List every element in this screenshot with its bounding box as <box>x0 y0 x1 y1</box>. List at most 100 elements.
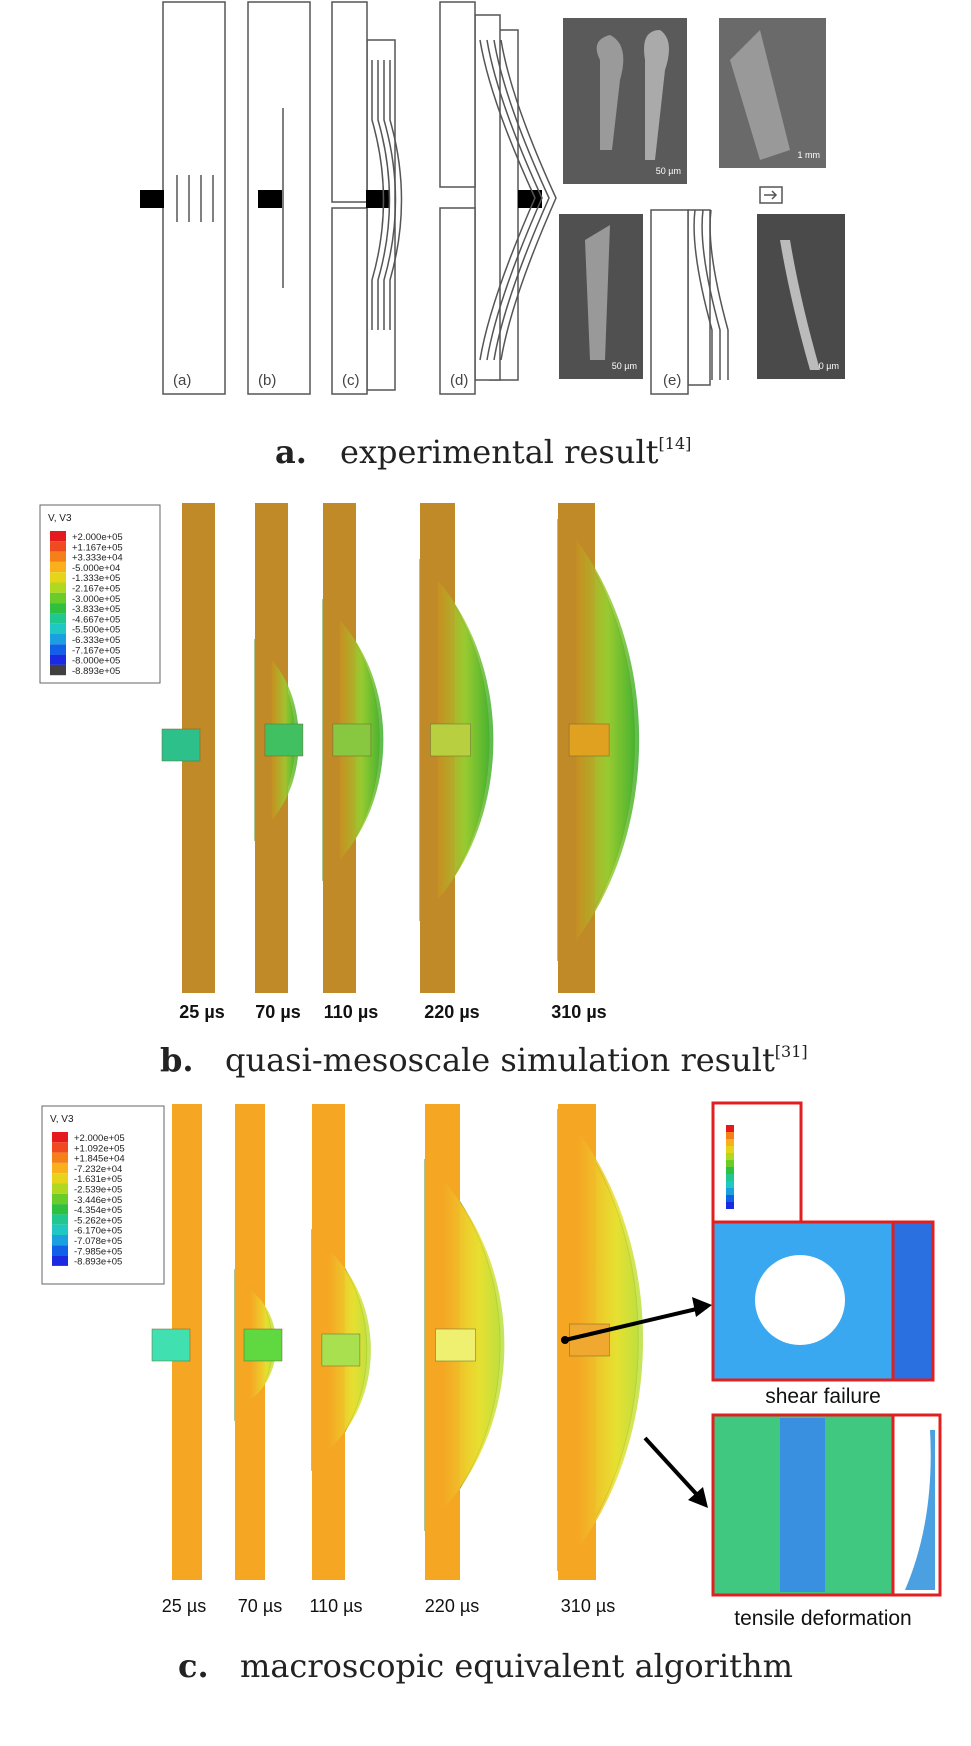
legend-swatch <box>52 1204 68 1215</box>
arrow-head <box>692 1297 712 1317</box>
plate <box>162 1 226 395</box>
caption-text: quasi-mesoscale simulation result <box>225 1041 775 1079</box>
tensile-core <box>780 1418 825 1592</box>
caption-text: macroscopic equivalent algorithm <box>240 1647 793 1685</box>
caption-a: a. experimental result[14] <box>275 433 691 471</box>
legend-value: +1.845e+04 <box>74 1154 125 1165</box>
panel-label: (d) <box>450 372 468 389</box>
legend-value: +2.000e+05 <box>72 532 123 543</box>
panel-label: (e) <box>663 372 681 389</box>
plate <box>439 207 476 395</box>
plate <box>331 207 368 395</box>
time-label: 220 µs <box>425 1596 479 1616</box>
legend-swatch <box>50 551 66 562</box>
arrow <box>764 190 778 200</box>
legend-value: -4.354e+05 <box>74 1205 122 1216</box>
legend-swatch <box>52 1173 68 1184</box>
caption-text: experimental result <box>340 433 659 471</box>
legend-value: -5.500e+05 <box>72 625 120 636</box>
legend-value: -1.631e+05 <box>74 1174 122 1185</box>
legend-value: -7.167e+05 <box>72 645 120 656</box>
legend-value: -8.000e+05 <box>72 656 120 667</box>
arrow <box>564 1305 706 1342</box>
scale-bar: 50 µm <box>612 361 637 371</box>
legend-value: +1.167e+05 <box>72 542 123 553</box>
inset-swatch <box>726 1167 734 1174</box>
inset-swatch <box>726 1188 734 1195</box>
projectile <box>321 1333 361 1367</box>
legend-swatch <box>50 664 66 676</box>
inset-swatch <box>726 1195 734 1202</box>
legend-swatch <box>52 1142 68 1153</box>
layer <box>493 39 550 361</box>
legend-swatch <box>50 644 66 655</box>
legend-swatch <box>50 531 66 542</box>
legend-swatch <box>50 613 66 624</box>
sem-fiber <box>596 35 624 150</box>
plate <box>439 1 476 188</box>
caption-letter: b. <box>160 1041 194 1079</box>
scale-bar: 1 mm <box>798 150 821 160</box>
legend-swatch <box>52 1235 68 1246</box>
panel-label: (b) <box>258 372 276 389</box>
legend-swatch <box>50 541 66 552</box>
inset-swatch <box>726 1146 734 1153</box>
time-label: 310 µs <box>561 1596 615 1616</box>
projectile <box>140 190 164 208</box>
legend-value: -3.000e+05 <box>72 594 120 605</box>
legend-value: -8.893e+05 <box>72 666 120 677</box>
legend-value: +3.333e+04 <box>72 553 123 564</box>
layer <box>377 60 391 330</box>
projectile <box>264 723 304 757</box>
plate <box>687 209 711 386</box>
legend-title: V, V3 <box>48 513 72 524</box>
inset-swatch <box>726 1181 734 1188</box>
scale-bar: 30 µm <box>814 361 839 371</box>
projectile <box>568 723 610 757</box>
legend-swatch <box>50 603 66 614</box>
arrow <box>643 1436 702 1500</box>
time-label: 25 µs <box>162 1596 206 1616</box>
panel-c: V, V3+2.000e+05+1.092e+05+1.845e+04-7.23… <box>41 1101 942 1630</box>
sem-fiber <box>730 30 790 160</box>
layer <box>701 209 721 380</box>
inset-swatch <box>726 1153 734 1160</box>
legend-swatch <box>52 1162 68 1174</box>
panel-label: (c) <box>342 372 360 389</box>
projectile <box>151 1328 191 1362</box>
time-label: 110 µs <box>309 1596 362 1616</box>
shear-hole <box>755 1255 845 1345</box>
legend-value: -1.333e+05 <box>72 573 120 584</box>
legend-swatch <box>50 572 66 583</box>
layer <box>383 60 397 330</box>
inset-swatch <box>726 1125 734 1132</box>
legend-value: +2.000e+05 <box>74 1133 125 1144</box>
deformation-zone <box>577 1130 643 1550</box>
legend-swatch <box>50 582 66 593</box>
projectile <box>569 1323 610 1357</box>
layer <box>693 209 713 380</box>
legend-swatch <box>50 592 66 604</box>
sem-fiber <box>644 30 669 160</box>
legend-value: -6.333e+05 <box>72 635 120 646</box>
sem-fiber <box>780 240 820 370</box>
time-label: 70 µs <box>255 1002 300 1022</box>
inset-swatch <box>726 1174 734 1181</box>
projectile <box>161 728 201 762</box>
legend-value: -7.985e+05 <box>74 1246 122 1257</box>
layer <box>479 39 536 361</box>
time-label: 70 µs <box>238 1596 282 1616</box>
layer <box>709 209 729 380</box>
legend-value: -2.539e+05 <box>74 1185 122 1196</box>
tensile-side-shape <box>905 1430 935 1590</box>
caption-ref: [14] <box>659 434 692 453</box>
caption-b: b. quasi-mesoscale simulation result[31] <box>160 1041 808 1079</box>
inset-swatch <box>726 1132 734 1139</box>
legend-swatch <box>52 1245 68 1256</box>
time-label: 25 µs <box>179 1002 224 1022</box>
arrow-dot <box>561 1336 569 1344</box>
arrow-head <box>688 1487 708 1508</box>
legend-value: -3.833e+05 <box>72 604 120 615</box>
projectile <box>518 190 542 208</box>
plate <box>366 39 396 391</box>
